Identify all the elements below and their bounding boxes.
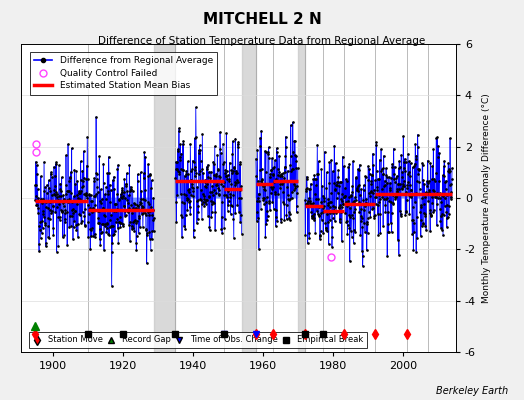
Bar <box>154 44 176 352</box>
Y-axis label: Monthly Temperature Anomaly Difference (°C): Monthly Temperature Anomaly Difference (… <box>482 93 490 303</box>
Text: MITCHELL 2 N: MITCHELL 2 N <box>203 12 321 27</box>
Text: Berkeley Earth: Berkeley Earth <box>436 386 508 396</box>
Bar <box>298 44 305 352</box>
Bar <box>242 44 256 352</box>
Text: Difference of Station Temperature Data from Regional Average: Difference of Station Temperature Data f… <box>99 36 425 46</box>
Legend: Station Move, Record Gap, Time of Obs. Change, Empirical Break: Station Move, Record Gap, Time of Obs. C… <box>29 332 367 348</box>
